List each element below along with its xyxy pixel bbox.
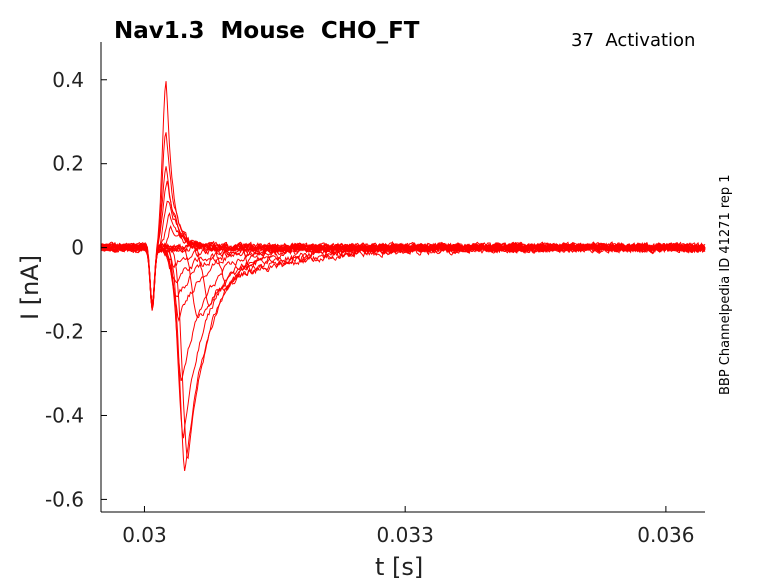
x-tick-label: 0.036 — [637, 523, 694, 547]
protocol-annotation: 37 Activation — [571, 30, 696, 51]
y-axis-ticks: 0.4 0.2 0 -0.2 -0.4 -0.6 — [45, 68, 107, 511]
trace-line — [100, 224, 706, 307]
trace-line — [100, 211, 706, 306]
trace-line — [100, 241, 706, 308]
y-axis-label: I [nA] — [16, 254, 44, 320]
trace-line — [100, 241, 706, 319]
x-axis-ticks: 0.03 0.033 0.036 — [122, 506, 695, 547]
trace-line — [100, 241, 706, 307]
y-tick-label: 0.4 — [52, 68, 84, 92]
trace-line — [100, 132, 706, 308]
y-tick-label: -0.2 — [45, 320, 84, 344]
x-tick-label: 0.033 — [377, 523, 434, 547]
trace-line — [100, 200, 706, 308]
trace-line — [100, 81, 706, 306]
y-tick-label: -0.6 — [45, 487, 84, 511]
traces — [100, 81, 706, 472]
trace-line — [100, 241, 706, 460]
x-axis-label: t [s] — [375, 553, 424, 581]
chart-title: Nav1.3 Mouse CHO_FT — [114, 18, 420, 44]
trace-line — [100, 241, 706, 472]
trace-line — [100, 242, 706, 322]
trace-line — [100, 242, 706, 311]
axes — [100, 42, 705, 513]
trace-line — [100, 241, 706, 382]
y-tick-label: -0.4 — [45, 403, 84, 427]
y-tick-label: 0 — [71, 236, 84, 260]
x-tick-label: 0.03 — [122, 523, 167, 547]
side-label: BBP Channelpedia ID 41271 rep 1 — [718, 174, 733, 395]
y-tick-label: 0.2 — [52, 152, 84, 176]
